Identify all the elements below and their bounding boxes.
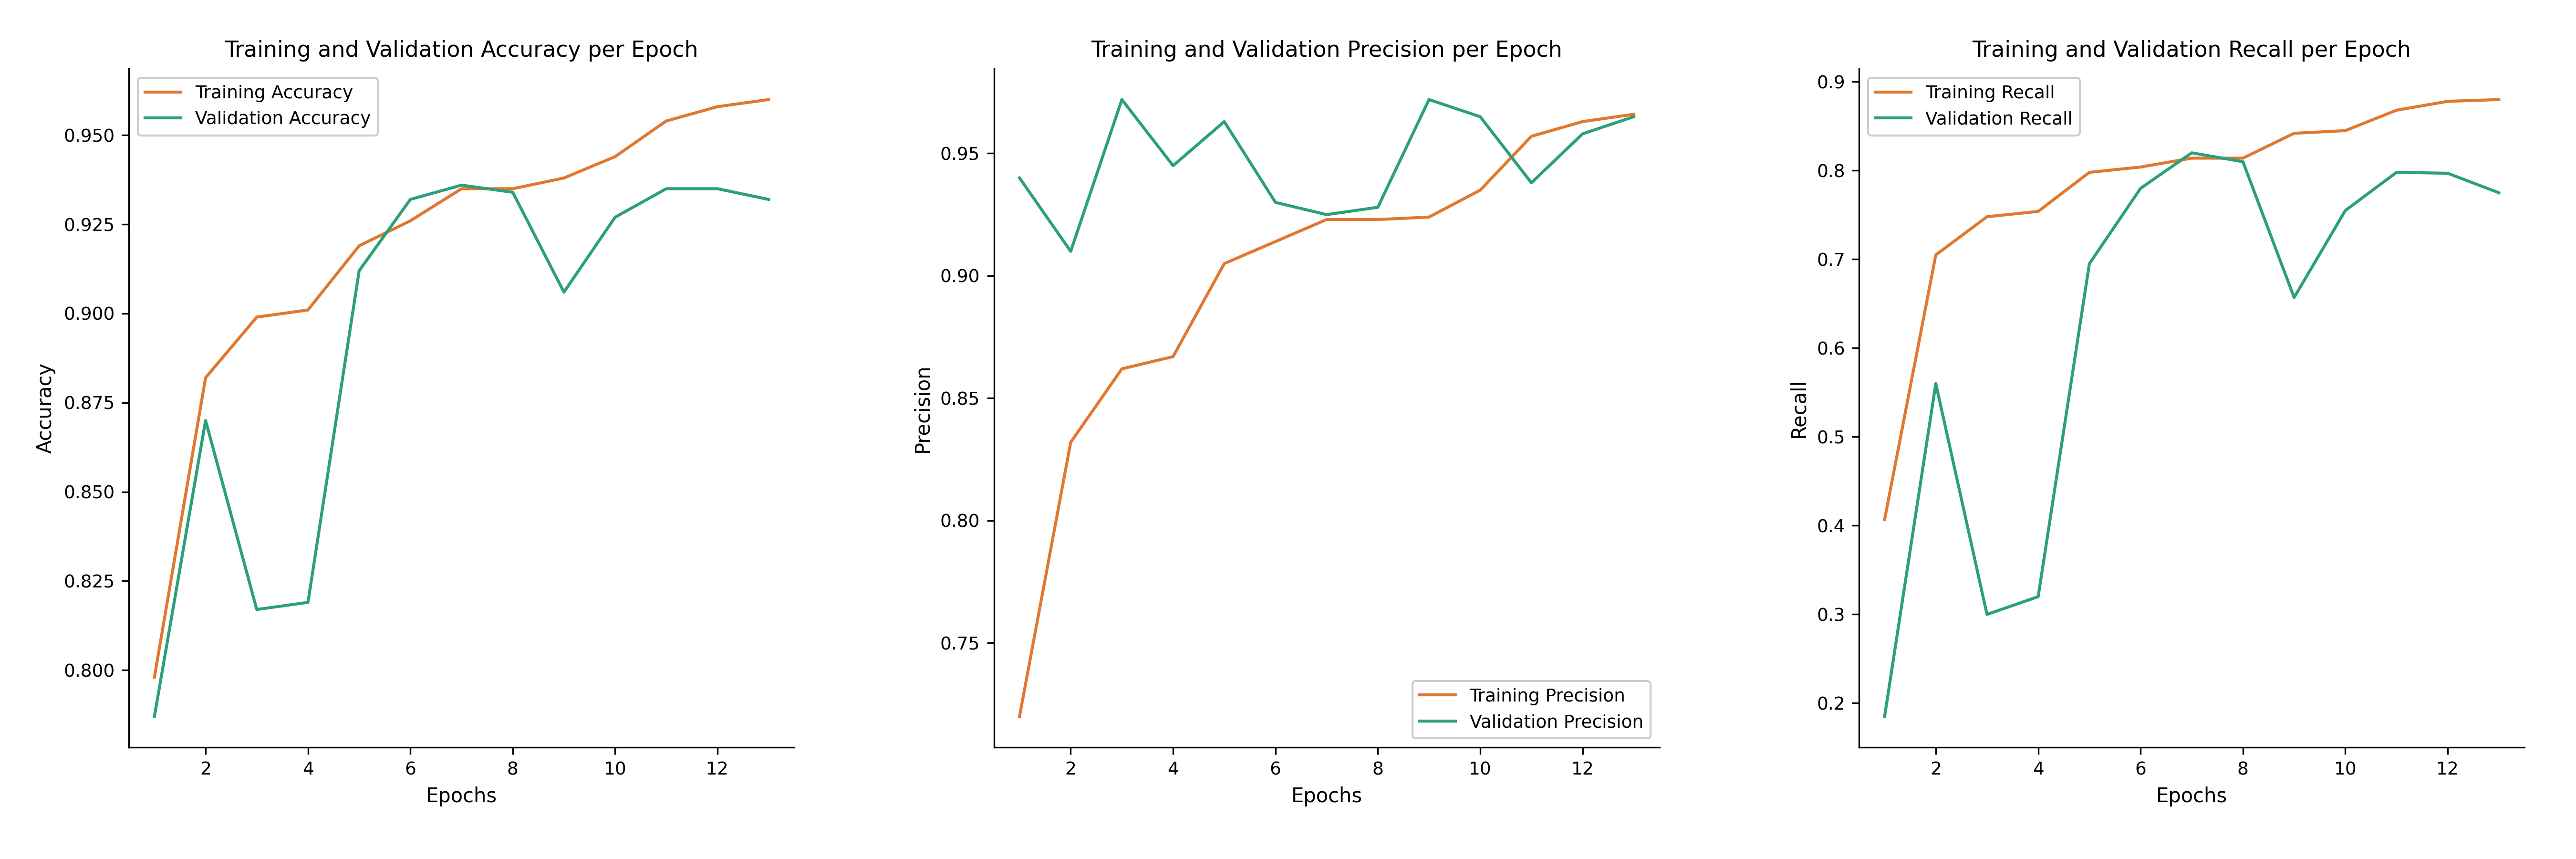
Validation Precision [1515, 178, 1546, 188]
Validation Precision [1005, 173, 1036, 183]
Training Accuracy [549, 173, 580, 183]
Training Recall [2177, 153, 2208, 163]
Validation Accuracy [139, 711, 170, 722]
Training Precision [1618, 109, 1649, 119]
Validation Accuracy [497, 187, 528, 198]
Training Accuracy [294, 305, 325, 315]
Y-axis label: Recall: Recall [1788, 379, 1808, 437]
Training Accuracy [446, 184, 477, 194]
Validation Precision [1108, 94, 1139, 105]
Y-axis label: Accuracy: Accuracy [36, 362, 57, 454]
Validation Recall [1870, 711, 1901, 722]
Validation Recall [2125, 183, 2156, 193]
Validation Precision [1208, 117, 1239, 127]
Validation Precision [1414, 94, 1445, 105]
Validation Accuracy [752, 194, 783, 204]
Validation Accuracy [343, 265, 374, 276]
Training Precision [1566, 117, 1597, 127]
Validation Accuracy [242, 605, 273, 615]
Training Precision [1208, 259, 1239, 269]
Validation Accuracy [600, 212, 631, 222]
Training Accuracy [139, 672, 170, 682]
Validation Precision [1311, 210, 1342, 220]
Validation Accuracy [191, 416, 222, 426]
Training Accuracy [497, 184, 528, 194]
Legend: Training Accuracy, Validation Accuracy: Training Accuracy, Validation Accuracy [137, 77, 379, 135]
Training Precision [1260, 236, 1291, 247]
Training Precision [1414, 212, 1445, 222]
Validation Recall [2483, 187, 2514, 198]
Validation Precision [1260, 198, 1291, 208]
Validation Precision [1466, 112, 1497, 122]
X-axis label: Epochs: Epochs [1291, 786, 1363, 807]
Training Accuracy [242, 312, 273, 322]
Validation Precision [1363, 202, 1394, 212]
Line: Training Accuracy: Training Accuracy [155, 100, 768, 677]
Y-axis label: Precision: Precision [912, 363, 933, 453]
Validation Recall [1971, 609, 2002, 619]
Training Accuracy [600, 151, 631, 161]
Validation Recall [2380, 168, 2411, 178]
Validation Recall [2022, 592, 2053, 602]
Validation Recall [2329, 205, 2360, 216]
Training Precision [1363, 215, 1394, 225]
X-axis label: Epochs: Epochs [2156, 786, 2228, 807]
Training Precision [1466, 185, 1497, 195]
Validation Recall [2280, 292, 2311, 302]
Legend: Training Precision, Validation Precision: Training Precision, Validation Precision [1412, 680, 1651, 739]
Training Recall [2022, 206, 2053, 216]
Training Recall [2483, 94, 2514, 105]
Validation Recall [1919, 379, 1950, 389]
Validation Recall [2432, 168, 2463, 179]
Line: Validation Accuracy: Validation Accuracy [155, 186, 768, 716]
Training Recall [2074, 168, 2105, 178]
Training Precision [1108, 363, 1139, 374]
Training Recall [1870, 515, 1901, 525]
Validation Accuracy [446, 180, 477, 191]
Title: Training and Validation Recall per Epoch: Training and Validation Recall per Epoch [1973, 40, 2411, 62]
Validation Accuracy [294, 597, 325, 607]
Training Recall [2125, 161, 2156, 172]
X-axis label: Epochs: Epochs [425, 786, 497, 807]
Training Precision [1515, 131, 1546, 142]
Validation Recall [2074, 259, 2105, 269]
Training Precision [1157, 351, 1188, 362]
Validation Precision [1566, 129, 1597, 139]
Training Accuracy [394, 216, 425, 226]
Validation Accuracy [703, 184, 734, 194]
Validation Recall [2228, 156, 2259, 167]
Training Precision [1311, 215, 1342, 225]
Validation Recall [2177, 148, 2208, 158]
Line: Training Recall: Training Recall [1886, 100, 2499, 520]
Line: Validation Precision: Validation Precision [1020, 100, 1633, 252]
Training Recall [2380, 105, 2411, 115]
Validation Precision [1157, 161, 1188, 171]
Training Recall [2280, 128, 2311, 138]
Title: Training and Validation Accuracy per Epoch: Training and Validation Accuracy per Epo… [224, 40, 698, 62]
Training Accuracy [191, 373, 222, 383]
Training Accuracy [652, 116, 683, 126]
Validation Accuracy [394, 194, 425, 204]
Legend: Training Recall, Validation Recall: Training Recall, Validation Recall [1868, 77, 2079, 135]
Training Recall [2329, 125, 2360, 136]
Training Accuracy [343, 241, 374, 251]
Training Accuracy [703, 101, 734, 112]
Training Recall [2228, 153, 2259, 163]
Training Recall [1919, 250, 1950, 260]
Training Precision [1005, 711, 1036, 722]
Training Recall [1971, 211, 2002, 222]
Training Precision [1056, 437, 1087, 448]
Title: Training and Validation Precision per Epoch: Training and Validation Precision per Ep… [1092, 40, 1561, 62]
Line: Training Precision: Training Precision [1020, 114, 1633, 716]
Validation Accuracy [652, 184, 683, 194]
Line: Validation Recall: Validation Recall [1886, 153, 2499, 716]
Validation Accuracy [549, 287, 580, 297]
Validation Precision [1056, 247, 1087, 257]
Validation Precision [1618, 112, 1649, 122]
Training Recall [2432, 96, 2463, 107]
Training Accuracy [752, 94, 783, 105]
